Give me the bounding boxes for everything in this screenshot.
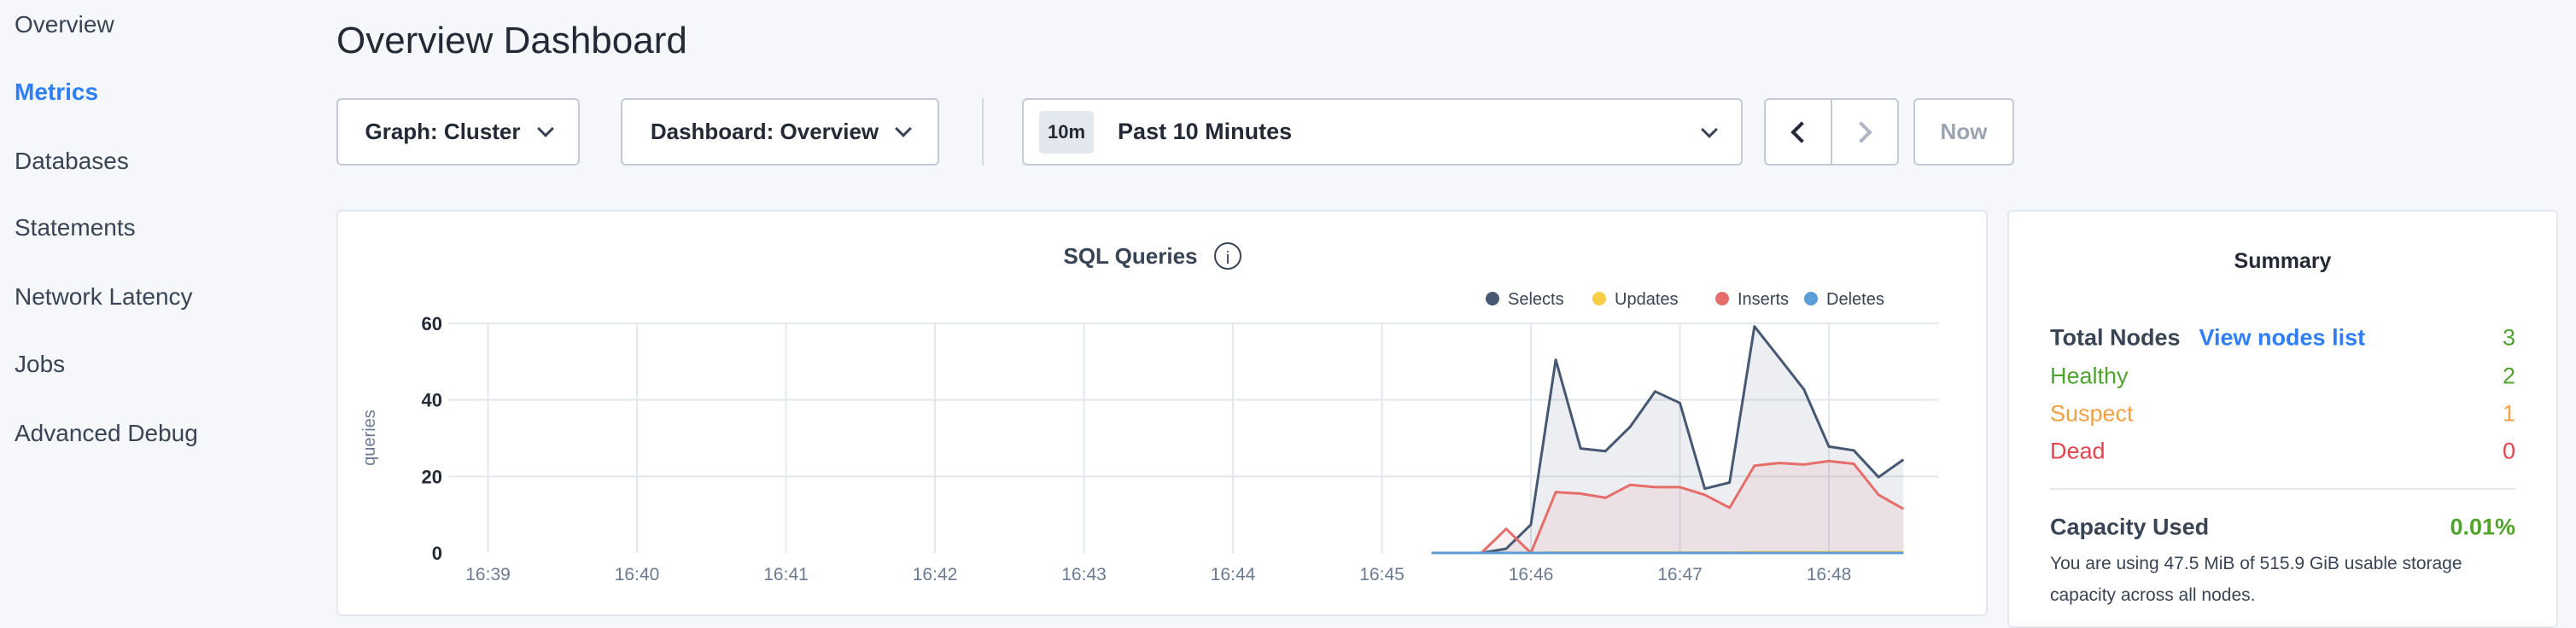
suspect-label: Suspect bbox=[2050, 400, 2134, 427]
legend-label-selects: Selects bbox=[1508, 290, 1564, 309]
area-selects bbox=[1431, 326, 1904, 553]
legend-label-deletes: Deletes bbox=[1826, 290, 1884, 309]
chart-title: SQL Queries bbox=[1063, 243, 1197, 269]
legend-marker-inserts bbox=[1715, 292, 1729, 305]
sidebar-item-overview[interactable]: Overview bbox=[15, 11, 114, 38]
sidebar-item-network-latency[interactable]: Network Latency bbox=[15, 283, 193, 310]
dashboard-select-label: Dashboard: Overview bbox=[650, 119, 879, 144]
sidebar-item-databases[interactable]: Databases bbox=[15, 148, 129, 174]
x-tick-label: 16:48 bbox=[1807, 565, 1852, 584]
y-tick-label: 0 bbox=[432, 543, 442, 564]
previous-button[interactable] bbox=[1764, 98, 1832, 166]
dashboard-select[interactable]: Dashboard: Overview bbox=[621, 98, 939, 166]
x-tick-label: 16:39 bbox=[465, 565, 511, 584]
healthy-label: Healthy bbox=[2050, 363, 2129, 389]
dead-label: Dead bbox=[2050, 438, 2106, 464]
y-axis-label: queries bbox=[360, 410, 379, 466]
legend-marker-selects bbox=[1486, 292, 1499, 305]
time-range-select[interactable]: 10m Past 10 Minutes bbox=[1022, 98, 1743, 166]
capacity-description: You are using 47.5 MiB of 515.9 GiB usab… bbox=[2050, 554, 2462, 605]
series-line-selects bbox=[1431, 325, 1905, 555]
time-badge: 10m bbox=[1039, 110, 1095, 154]
x-tick-label: 16:47 bbox=[1657, 565, 1703, 584]
suspect-value: 1 bbox=[2502, 400, 2515, 427]
sidebar-item-metrics[interactable]: Metrics bbox=[15, 78, 99, 105]
view-nodes-list-link[interactable]: View nodes list bbox=[2199, 324, 2366, 351]
y-tick-label: 20 bbox=[422, 466, 442, 487]
legend-label-inserts: Inserts bbox=[1738, 290, 1789, 309]
sidebar-item-advanced-debug[interactable]: Advanced Debug bbox=[15, 420, 198, 446]
toolbar-divider bbox=[982, 98, 984, 166]
page-title: Overview Dashboard bbox=[336, 20, 687, 61]
total-nodes-value: 3 bbox=[2502, 324, 2515, 351]
sql-queries-card bbox=[336, 210, 1988, 616]
y-tick-label: 60 bbox=[422, 313, 442, 334]
healthy-value: 2 bbox=[2502, 363, 2515, 389]
x-tick-label: 16:45 bbox=[1359, 565, 1405, 584]
svg-text:i: i bbox=[1226, 249, 1230, 268]
x-tick-label: 16:43 bbox=[1061, 565, 1107, 584]
time-range-label: Past 10 Minutes bbox=[1118, 119, 1293, 144]
graph-select[interactable]: Graph: Cluster bbox=[336, 98, 580, 166]
sidebar-item-statements[interactable]: Statements bbox=[15, 214, 136, 241]
dead-value: 0 bbox=[2502, 438, 2515, 464]
series-line-inserts bbox=[1431, 459, 1905, 555]
x-tick-label: 16:44 bbox=[1211, 565, 1256, 584]
summary-divider bbox=[2050, 488, 2515, 490]
info-icon[interactable]: i bbox=[1214, 242, 1241, 270]
legend-marker-updates bbox=[1592, 292, 1606, 305]
next-button[interactable] bbox=[1831, 98, 1899, 166]
now-button[interactable]: Now bbox=[1913, 98, 2014, 166]
total-nodes-label: Total Nodes bbox=[2050, 324, 2181, 351]
area-inserts bbox=[1431, 461, 1904, 553]
x-tick-label: 16:41 bbox=[763, 565, 809, 584]
x-tick-label: 16:42 bbox=[913, 565, 958, 584]
graph-select-label: Graph: Cluster bbox=[365, 119, 521, 144]
summary-card bbox=[2007, 210, 2558, 628]
legend-label-updates: Updates bbox=[1615, 290, 1679, 309]
y-tick-label: 40 bbox=[422, 390, 442, 411]
legend-marker-deletes bbox=[1804, 292, 1818, 305]
x-tick-label: 16:46 bbox=[1509, 565, 1554, 584]
sidebar-item-jobs[interactable]: Jobs bbox=[15, 351, 66, 377]
capacity-used-label: Capacity Used bbox=[2050, 514, 2210, 540]
summary-title: Summary bbox=[2234, 249, 2332, 273]
x-tick-label: 16:40 bbox=[615, 565, 660, 584]
capacity-used-value: 0.01% bbox=[2450, 514, 2515, 540]
